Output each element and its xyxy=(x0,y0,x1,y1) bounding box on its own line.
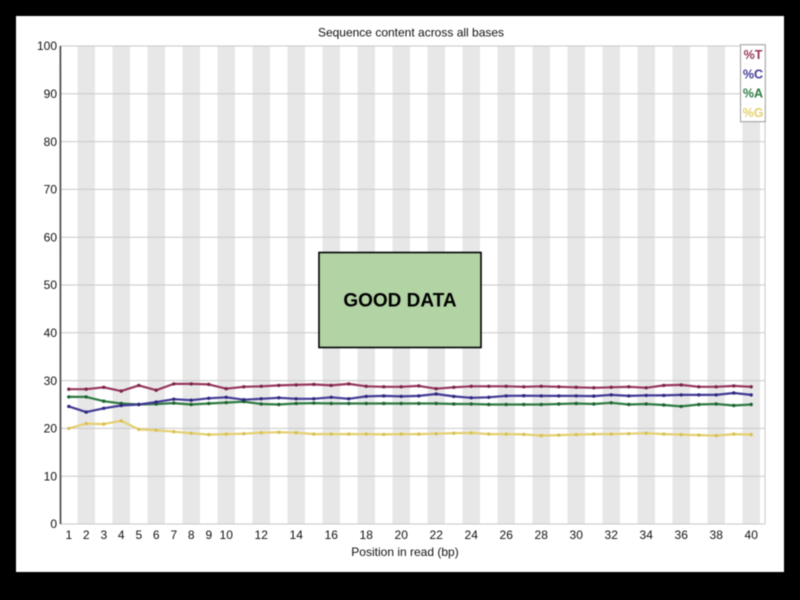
svg-text:6: 6 xyxy=(153,528,160,542)
svg-text:Sequence content across all ba: Sequence content across all bases xyxy=(318,26,504,40)
svg-text:50: 50 xyxy=(44,278,58,292)
svg-text:Position in read (bp): Position in read (bp) xyxy=(351,545,458,559)
svg-text:70: 70 xyxy=(44,183,58,197)
svg-text:8: 8 xyxy=(188,528,195,542)
svg-text:60: 60 xyxy=(44,230,58,244)
svg-text:7: 7 xyxy=(170,528,177,542)
svg-text:24: 24 xyxy=(465,528,479,542)
svg-text:12: 12 xyxy=(255,528,269,542)
svg-text:26: 26 xyxy=(500,528,514,542)
svg-text:36: 36 xyxy=(675,528,689,542)
svg-text:30: 30 xyxy=(44,374,58,388)
svg-text:9: 9 xyxy=(205,528,212,542)
svg-text:14: 14 xyxy=(290,528,304,542)
svg-text:10: 10 xyxy=(44,469,58,483)
svg-text:20: 20 xyxy=(44,422,58,436)
svg-text:1: 1 xyxy=(65,528,72,542)
svg-text:40: 40 xyxy=(44,326,58,340)
svg-text:%A: %A xyxy=(743,87,763,101)
svg-text:28: 28 xyxy=(535,528,549,542)
svg-text:34: 34 xyxy=(640,528,654,542)
svg-text:2: 2 xyxy=(83,528,90,542)
svg-text:%T: %T xyxy=(744,48,763,62)
svg-text:16: 16 xyxy=(325,528,339,542)
svg-text:30: 30 xyxy=(570,528,584,542)
svg-text:32: 32 xyxy=(605,528,619,542)
svg-text:38: 38 xyxy=(710,528,724,542)
svg-text:90: 90 xyxy=(44,87,58,101)
svg-text:5: 5 xyxy=(135,528,142,542)
svg-text:0: 0 xyxy=(50,517,57,531)
svg-text:%G: %G xyxy=(743,106,764,120)
svg-text:%C: %C xyxy=(743,67,763,81)
svg-text:GOOD DATA: GOOD DATA xyxy=(343,291,457,312)
svg-text:18: 18 xyxy=(360,528,374,542)
svg-text:40: 40 xyxy=(745,528,759,542)
svg-text:80: 80 xyxy=(44,135,58,149)
svg-text:100: 100 xyxy=(37,39,57,53)
svg-text:22: 22 xyxy=(430,528,444,542)
svg-text:10: 10 xyxy=(220,528,234,542)
svg-text:20: 20 xyxy=(395,528,409,542)
svg-text:4: 4 xyxy=(118,528,125,542)
svg-text:3: 3 xyxy=(100,528,107,542)
